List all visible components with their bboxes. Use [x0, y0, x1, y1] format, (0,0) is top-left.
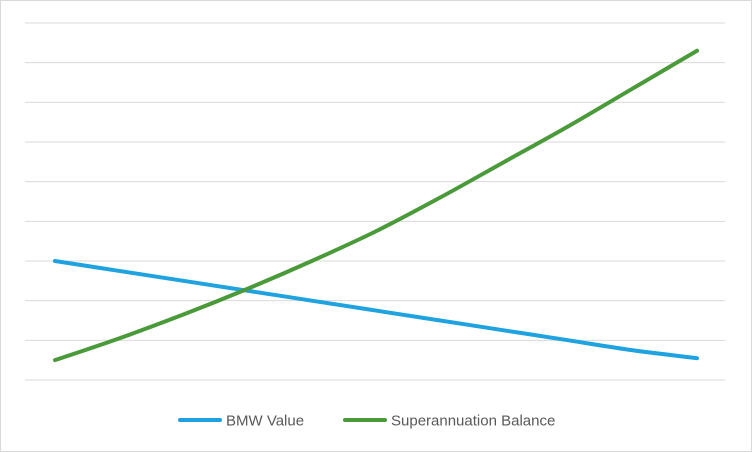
- legend-label-1: BMW Value: [226, 413, 304, 430]
- series-line-1: [53, 259, 699, 361]
- gridlines: [25, 22, 725, 381]
- legend-label-2: Superannuation Balance: [391, 413, 555, 430]
- series-lines: [53, 48, 699, 363]
- series-line-2: [53, 48, 699, 363]
- legend: BMW Value Superannuation Balance: [178, 413, 555, 430]
